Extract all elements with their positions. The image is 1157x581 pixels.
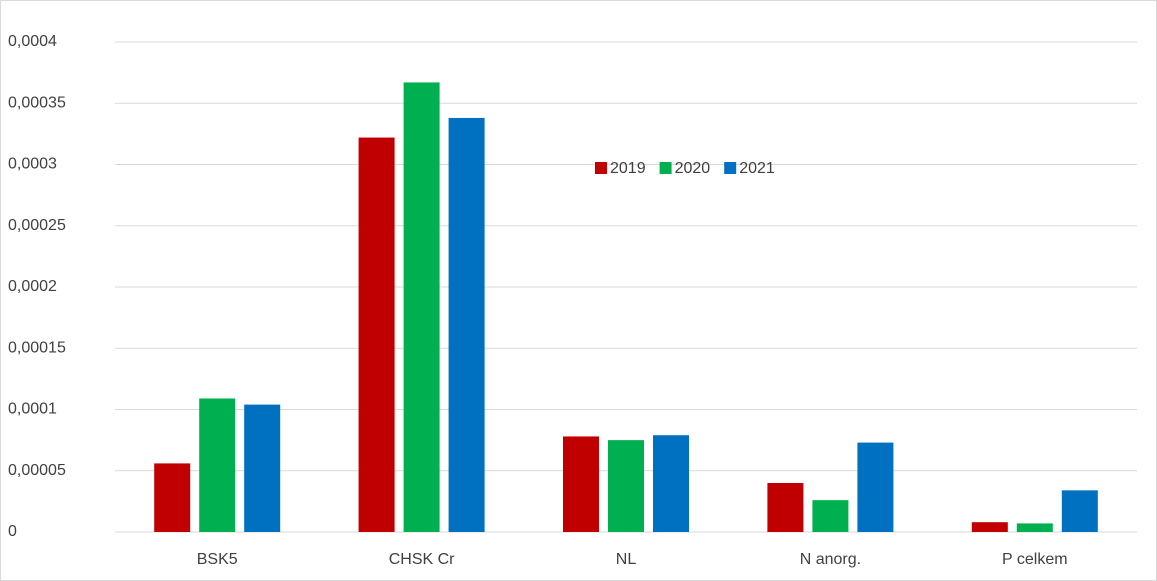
bar [1016,523,1053,532]
x-tick-label: BSK5 [197,551,238,568]
y-tick-label: 0,0001 [8,401,57,418]
bar [608,440,644,532]
bar [244,404,281,532]
y-tick-label: 0,0004 [8,33,57,50]
bar [971,522,1008,532]
y-tick-label: 0,00015 [8,339,66,356]
bar [767,483,804,532]
x-tick-label: NL [616,551,637,568]
legend-label: 2021 [739,160,775,177]
x-tick-label: N anorg. [800,551,861,568]
bar [653,435,689,532]
legend-label: 2020 [675,160,711,177]
bar [812,500,849,532]
bar [448,117,485,532]
bar [1061,490,1098,532]
y-tick-label: 0,0002 [8,278,57,295]
legend-swatch [659,162,672,174]
y-tick-label: 0,00035 [8,94,66,111]
legend-label: 2019 [610,160,646,177]
x-tick-label: CHSK Cr [389,551,455,568]
bar [563,436,599,532]
x-tick-label: P celkem [1002,551,1068,568]
bar [199,398,236,532]
y-tick-label: 0 [8,523,17,540]
bar [403,82,440,533]
legend-swatch [724,162,737,174]
y-tick-label: 0,00025 [8,217,66,234]
bar [154,463,191,532]
bar [857,442,894,532]
bar [358,137,395,533]
y-tick-label: 0,0003 [8,156,57,173]
y-tick-label: 0,00005 [8,462,66,479]
legend-swatch [595,162,607,174]
